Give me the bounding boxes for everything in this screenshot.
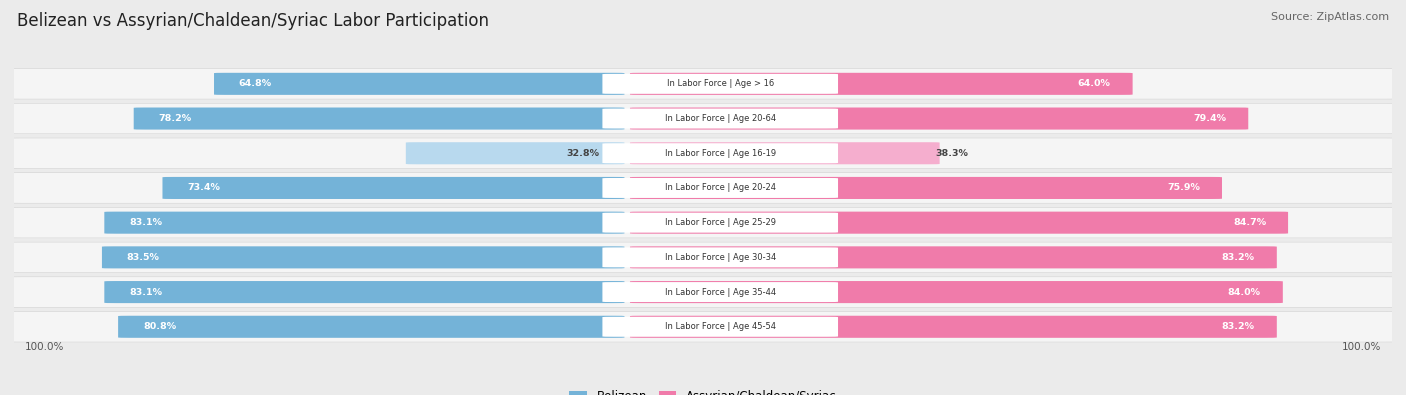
Text: 100.0%: 100.0% bbox=[25, 342, 65, 352]
FancyBboxPatch shape bbox=[0, 138, 1406, 169]
Text: In Labor Force | Age 20-64: In Labor Force | Age 20-64 bbox=[665, 114, 776, 123]
FancyBboxPatch shape bbox=[630, 281, 1282, 303]
FancyBboxPatch shape bbox=[602, 109, 838, 128]
FancyBboxPatch shape bbox=[104, 281, 624, 303]
FancyBboxPatch shape bbox=[0, 276, 1406, 308]
FancyBboxPatch shape bbox=[214, 73, 624, 95]
FancyBboxPatch shape bbox=[118, 316, 624, 338]
Text: 32.8%: 32.8% bbox=[567, 149, 599, 158]
FancyBboxPatch shape bbox=[4, 173, 1402, 203]
FancyBboxPatch shape bbox=[101, 246, 624, 269]
FancyBboxPatch shape bbox=[602, 74, 838, 94]
FancyBboxPatch shape bbox=[104, 212, 624, 234]
FancyBboxPatch shape bbox=[602, 317, 838, 337]
FancyBboxPatch shape bbox=[630, 177, 1222, 199]
FancyBboxPatch shape bbox=[4, 208, 1402, 238]
FancyBboxPatch shape bbox=[0, 242, 1406, 273]
Text: 75.9%: 75.9% bbox=[1167, 183, 1199, 192]
FancyBboxPatch shape bbox=[602, 143, 838, 163]
Text: In Labor Force | Age 25-29: In Labor Force | Age 25-29 bbox=[665, 218, 776, 227]
FancyBboxPatch shape bbox=[630, 212, 1288, 234]
Text: 100.0%: 100.0% bbox=[1341, 342, 1381, 352]
Text: Belizean vs Assyrian/Chaldean/Syriac Labor Participation: Belizean vs Assyrian/Chaldean/Syriac Lab… bbox=[17, 12, 489, 30]
FancyBboxPatch shape bbox=[630, 316, 1277, 338]
FancyBboxPatch shape bbox=[4, 103, 1402, 134]
Text: Source: ZipAtlas.com: Source: ZipAtlas.com bbox=[1271, 12, 1389, 22]
FancyBboxPatch shape bbox=[602, 178, 838, 198]
FancyBboxPatch shape bbox=[0, 103, 1406, 134]
Text: 84.7%: 84.7% bbox=[1233, 218, 1265, 227]
Text: In Labor Force | Age 16-19: In Labor Force | Age 16-19 bbox=[665, 149, 776, 158]
FancyBboxPatch shape bbox=[630, 142, 939, 164]
Legend: Belizean, Assyrian/Chaldean/Syriac: Belizean, Assyrian/Chaldean/Syriac bbox=[565, 385, 841, 395]
Text: 78.2%: 78.2% bbox=[159, 114, 191, 123]
Text: 79.4%: 79.4% bbox=[1194, 114, 1226, 123]
FancyBboxPatch shape bbox=[4, 243, 1402, 273]
FancyBboxPatch shape bbox=[602, 213, 838, 233]
FancyBboxPatch shape bbox=[406, 142, 624, 164]
FancyBboxPatch shape bbox=[134, 107, 624, 130]
Text: In Labor Force | Age > 16: In Labor Force | Age > 16 bbox=[666, 79, 773, 88]
Text: 64.8%: 64.8% bbox=[239, 79, 271, 88]
FancyBboxPatch shape bbox=[4, 69, 1402, 99]
FancyBboxPatch shape bbox=[0, 68, 1406, 99]
Text: 38.3%: 38.3% bbox=[935, 149, 969, 158]
FancyBboxPatch shape bbox=[630, 107, 1249, 130]
FancyBboxPatch shape bbox=[0, 311, 1406, 342]
Text: 73.4%: 73.4% bbox=[187, 183, 221, 192]
Text: 80.8%: 80.8% bbox=[143, 322, 176, 331]
FancyBboxPatch shape bbox=[4, 138, 1402, 168]
FancyBboxPatch shape bbox=[4, 277, 1402, 307]
FancyBboxPatch shape bbox=[602, 247, 838, 267]
FancyBboxPatch shape bbox=[630, 246, 1277, 269]
FancyBboxPatch shape bbox=[0, 207, 1406, 238]
Text: In Labor Force | Age 20-24: In Labor Force | Age 20-24 bbox=[665, 183, 776, 192]
Text: 83.2%: 83.2% bbox=[1222, 322, 1254, 331]
Text: 83.1%: 83.1% bbox=[129, 288, 162, 297]
Text: 83.2%: 83.2% bbox=[1222, 253, 1254, 262]
FancyBboxPatch shape bbox=[602, 282, 838, 302]
Text: 64.0%: 64.0% bbox=[1078, 79, 1111, 88]
Text: 83.5%: 83.5% bbox=[127, 253, 160, 262]
FancyBboxPatch shape bbox=[163, 177, 624, 199]
FancyBboxPatch shape bbox=[630, 73, 1133, 95]
Text: In Labor Force | Age 35-44: In Labor Force | Age 35-44 bbox=[665, 288, 776, 297]
FancyBboxPatch shape bbox=[4, 312, 1402, 342]
Text: In Labor Force | Age 30-34: In Labor Force | Age 30-34 bbox=[665, 253, 776, 262]
Text: 84.0%: 84.0% bbox=[1227, 288, 1261, 297]
Text: 83.1%: 83.1% bbox=[129, 218, 162, 227]
Text: In Labor Force | Age 45-54: In Labor Force | Age 45-54 bbox=[665, 322, 776, 331]
FancyBboxPatch shape bbox=[0, 173, 1406, 203]
